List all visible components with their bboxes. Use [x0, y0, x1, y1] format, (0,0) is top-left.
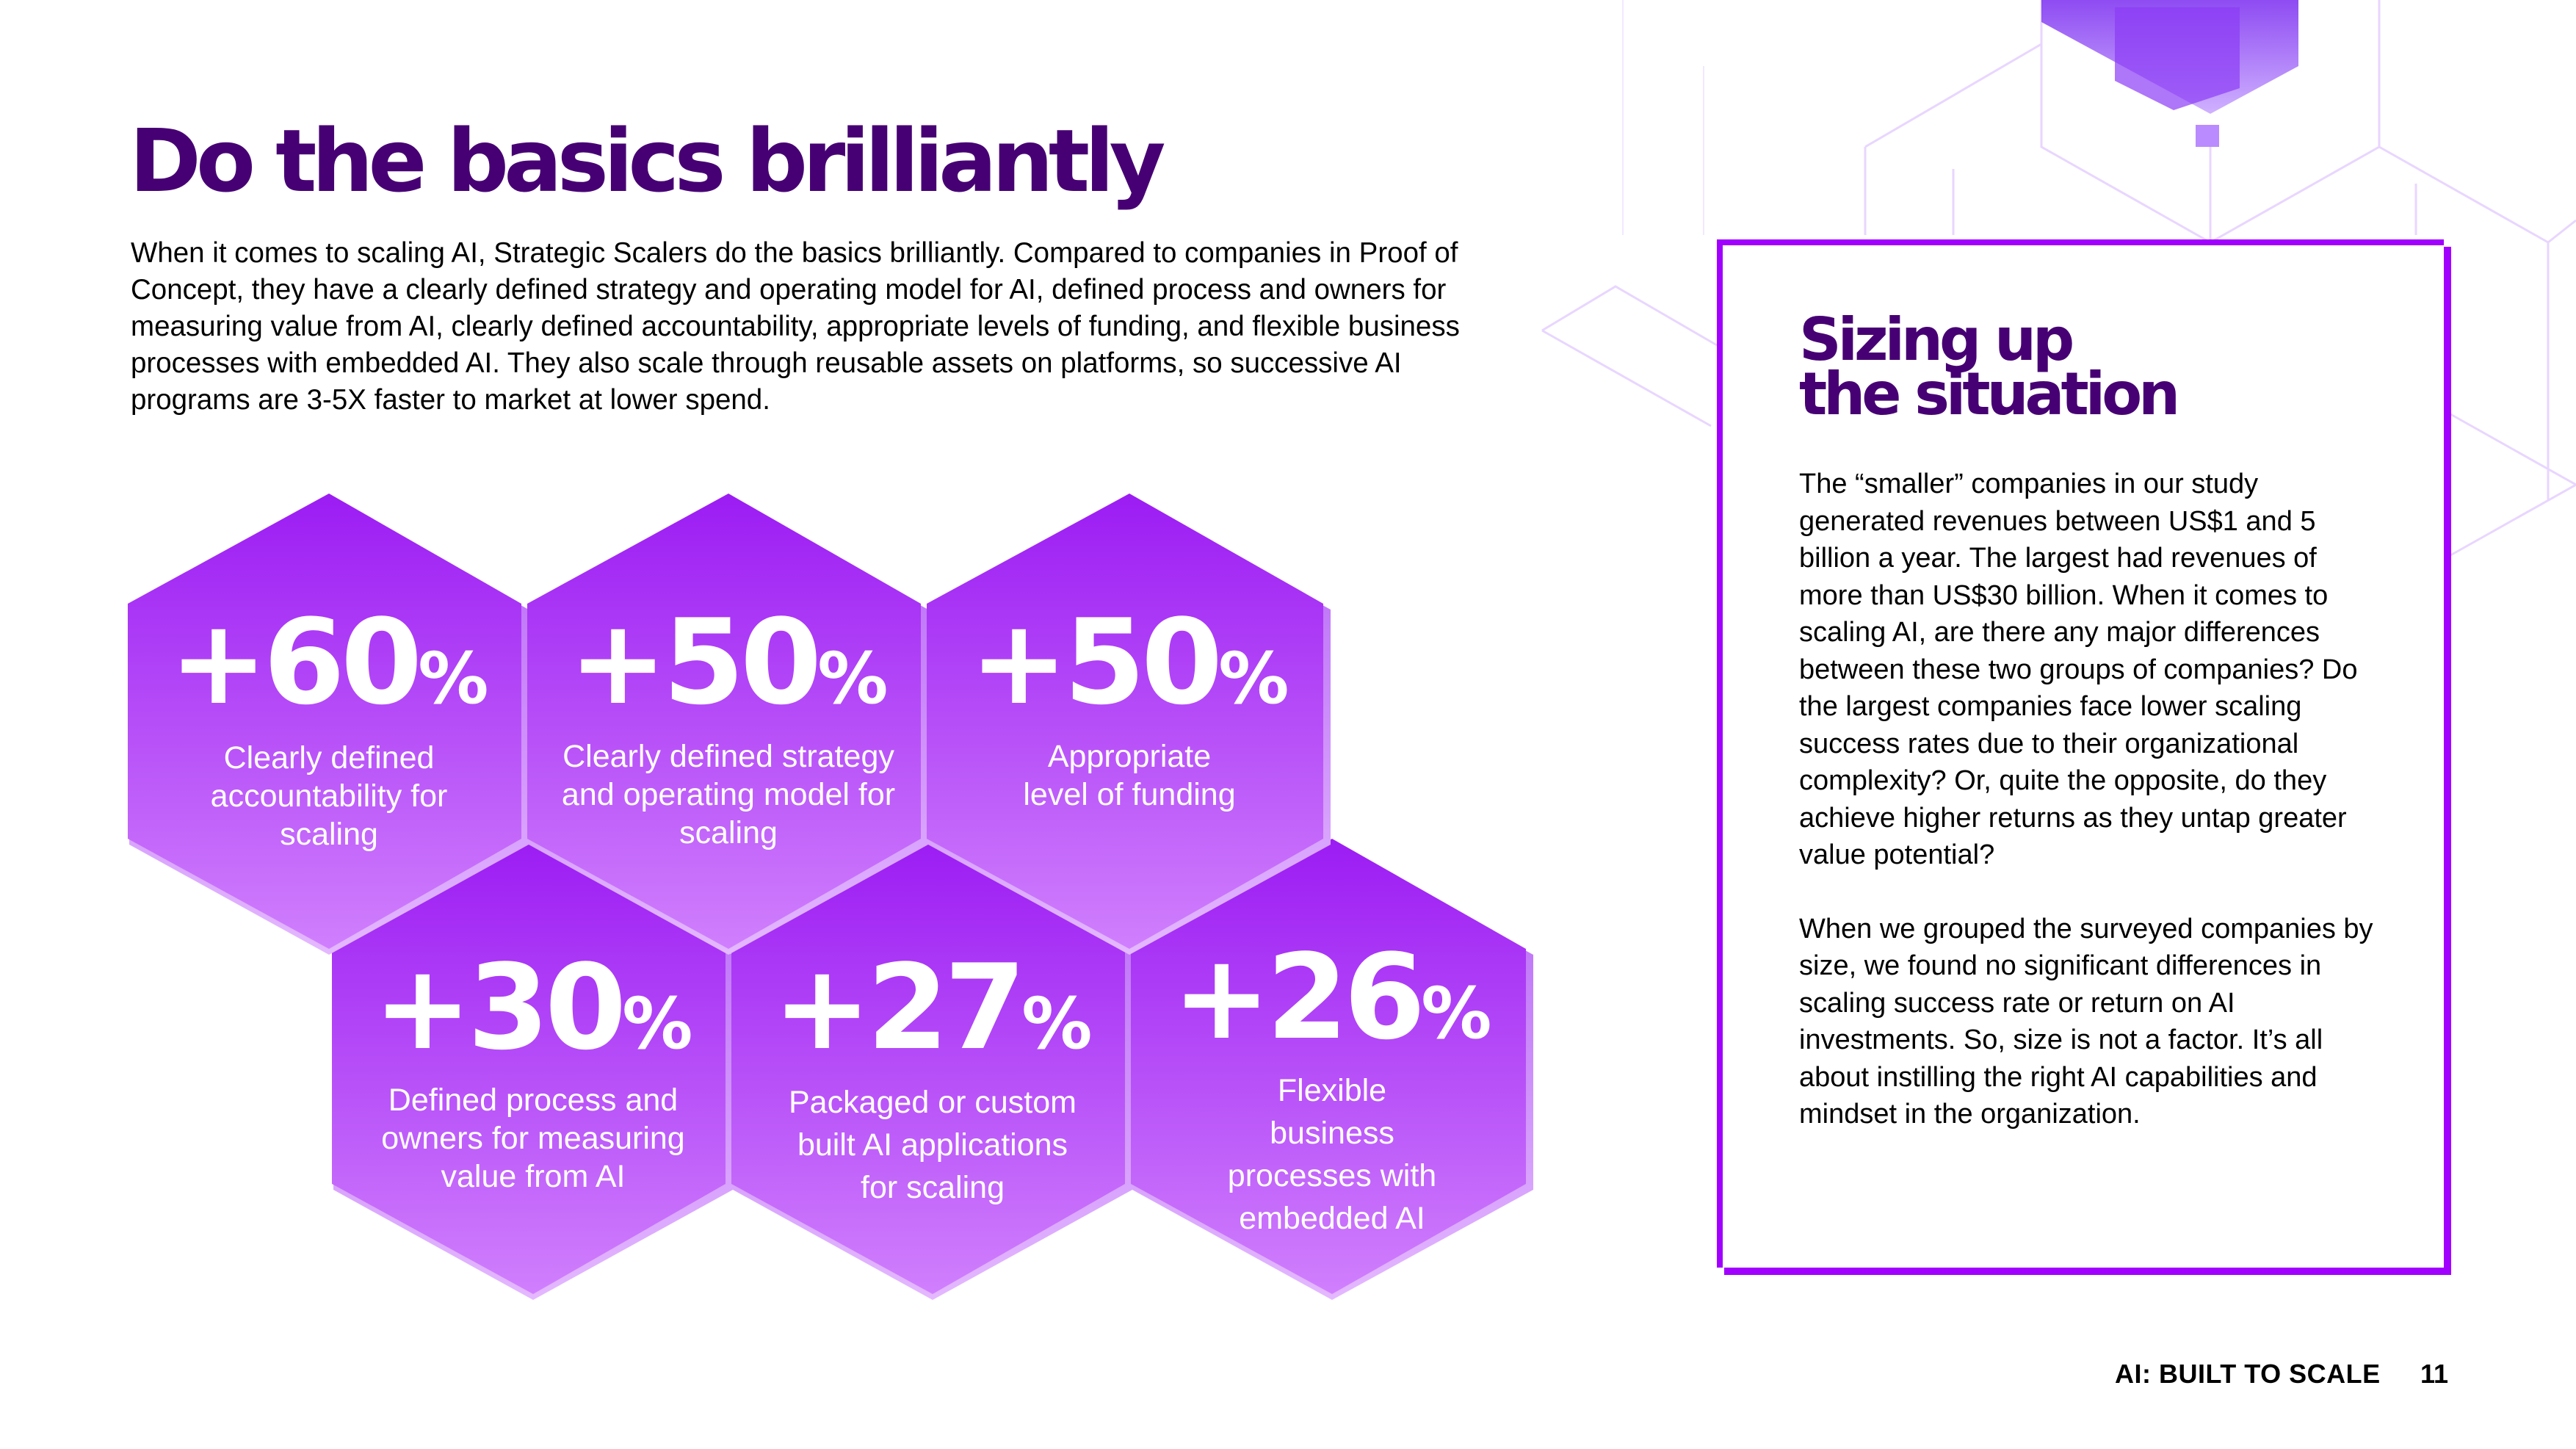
- sidebar-title-line1: Sizing up: [1799, 306, 2074, 374]
- sidebar-box: Sizing up the situation The “smaller” co…: [1717, 239, 2444, 1268]
- hexagon-0: [128, 494, 521, 949]
- hexagon-4: [731, 839, 1125, 1294]
- stat-label: Flexible business processes with embedde…: [1227, 1073, 1437, 1236]
- stat-value: +60%: [169, 593, 489, 731]
- hexagon-5: [1131, 839, 1526, 1294]
- stat-label: Clearly defined accountability for scali…: [210, 740, 448, 852]
- stat-value: +50%: [568, 593, 889, 731]
- sidebar-paragraph-1: The “smaller” companies in our study gen…: [1799, 469, 2358, 870]
- sidebar-paragraph-2: When we grouped the surveyed companies b…: [1799, 913, 2373, 1130]
- sidebar-title: Sizing up the situation: [1799, 311, 2180, 424]
- intro-paragraph: When it comes to scaling AI, Strategic S…: [131, 237, 1460, 416]
- stat-value: +30%: [373, 939, 693, 1076]
- hexagon-1: [527, 494, 921, 949]
- hexagon-3: [332, 839, 726, 1294]
- hexagon-top-row: [128, 494, 1331, 955]
- hexagon-2: [927, 494, 1323, 949]
- stat-label: Defined process and owners for measuring…: [381, 1083, 685, 1194]
- hexagon-bottom-row: [332, 839, 1533, 1300]
- stat-value: +27%: [773, 939, 1093, 1076]
- stat-value: +50%: [969, 593, 1289, 731]
- footer-title: AI: BUILT TO SCALE: [2115, 1359, 2381, 1389]
- stat-label: Appropriate level of funding: [1023, 739, 1236, 812]
- sidebar-body: The “smaller” companies in our study gen…: [1799, 466, 2387, 1170]
- page-title: Do the basics brilliantly: [129, 110, 1166, 212]
- stat-label: Packaged or custom built AI applications…: [789, 1085, 1077, 1205]
- stat-value: +26%: [1172, 928, 1492, 1066]
- page-number: 11: [2420, 1359, 2449, 1389]
- sidebar-title-line2: the situation: [1799, 360, 2180, 428]
- stat-label: Clearly defined strategy and operating m…: [561, 739, 896, 850]
